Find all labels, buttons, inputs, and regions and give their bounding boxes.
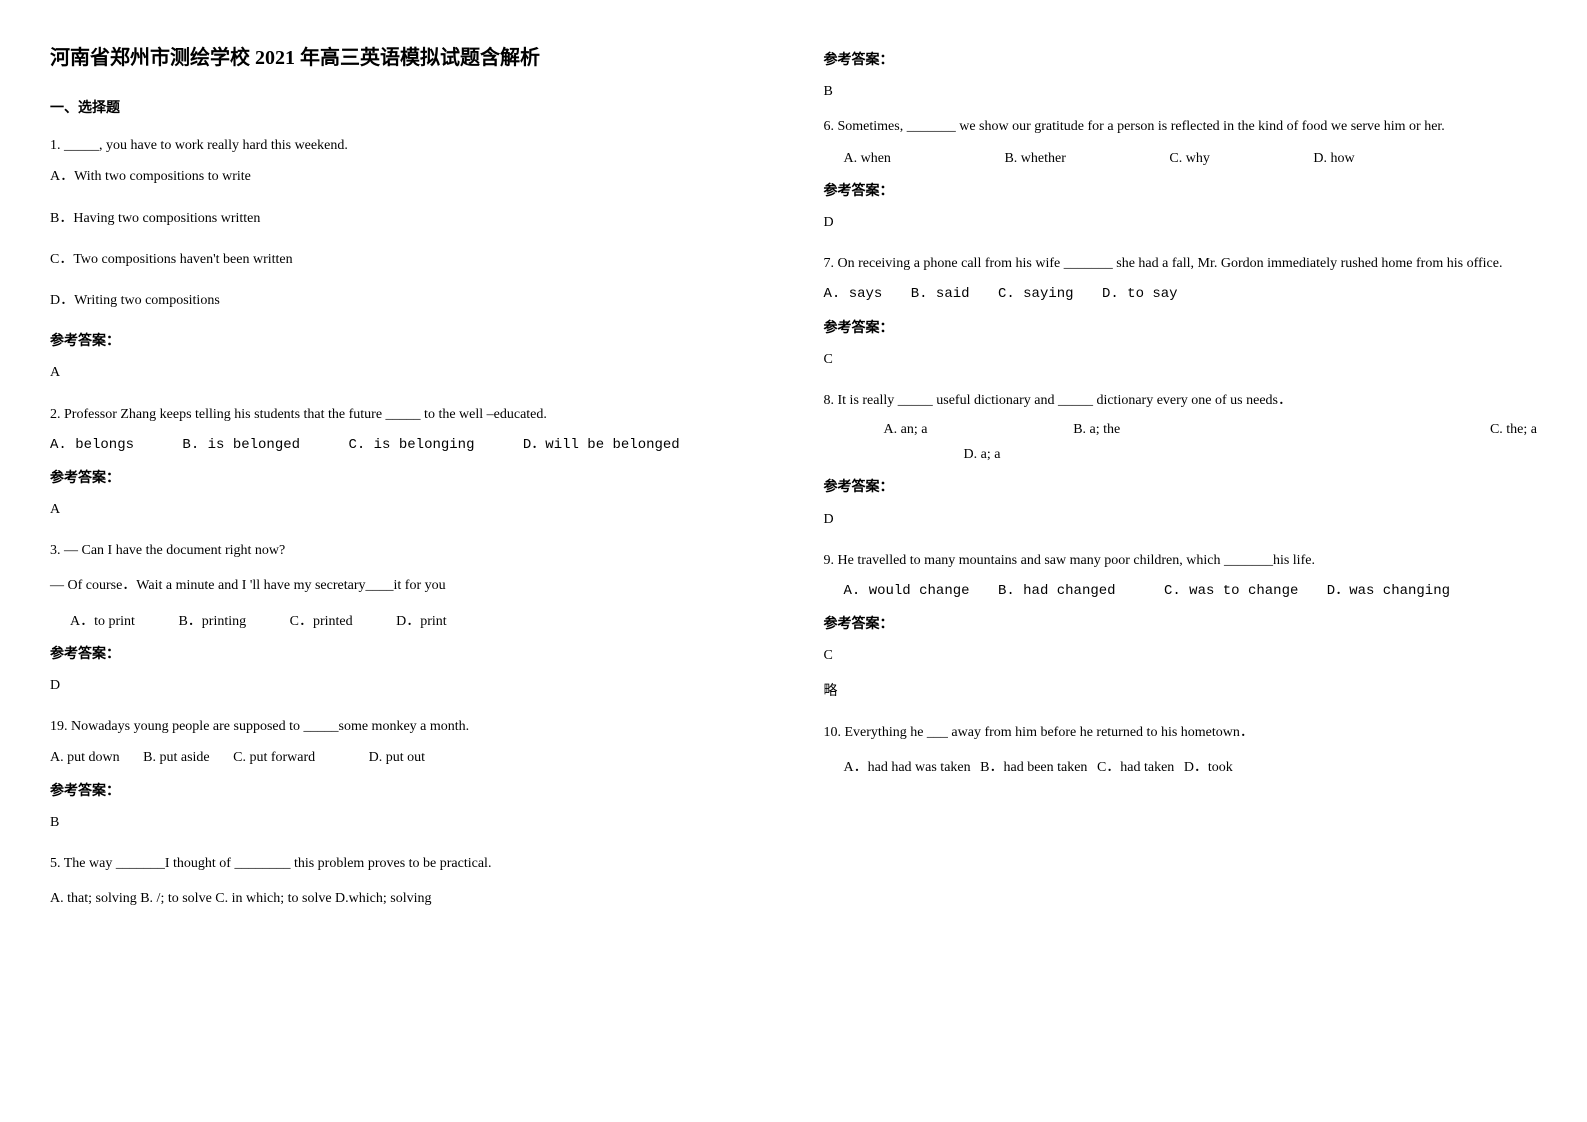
q2-options: A. belongs B. is belonged C. is belongin… [50,433,764,458]
question-8: 8. It is really _____ useful dictionary … [824,388,1538,532]
q8-text: 8. It is really _____ useful dictionary … [824,388,1538,413]
q9-options: A. would change B. had changed C. was to… [824,579,1538,604]
q4-optA: A. put down [50,745,120,770]
q5-opts: A. that; solving B. /; to solve C. in wh… [50,886,764,911]
q9-answer: C [824,643,1538,668]
q1-answer-label: 参考答案： [50,329,764,354]
q10-optB: B．had been taken [980,755,1087,780]
q9-optA: A. would change [844,579,970,604]
q1-options: A．With two compositions to write B．Havin… [50,164,764,313]
q1-text: 1. _____, you have to work really hard t… [50,133,764,158]
q4-optC: C. put forward [233,745,315,770]
q2-optC: C. is belonging [348,433,474,458]
q2-answer: A [50,497,764,522]
q4-answer: B [50,810,764,835]
q8-optA: A. an; a [824,417,1074,442]
q6-answer-label: 参考答案： [824,179,1538,204]
q1-optC: C．Two compositions haven't been written [50,247,764,272]
q8-options: A. an; a B. a; the C. the; a D. a; a [824,417,1538,467]
q7-text: 7. On receiving a phone call from his wi… [824,251,1538,276]
question-3: 3. — Can I have the document right now? … [50,538,764,698]
question-4: 19. Nowadays young people are supposed t… [50,714,764,835]
q1-answer: A [50,360,764,385]
q10-text: 10. Everything he ___ away from him befo… [824,720,1538,745]
question-10: 10. Everything he ___ away from him befo… [824,720,1538,780]
q3-optB: B．printing [178,609,246,634]
q10-options: A．had had was taken B．had been taken C．h… [824,755,1538,780]
q7-options: A. says B. said C. saying D. to say [824,282,1538,307]
q10-optD: D．took [1184,755,1233,780]
q9-text: 9. He travelled to many mountains and sa… [824,548,1538,573]
q9-optD: D．was changing [1327,579,1450,604]
q3-optA: A．to print [70,609,135,634]
q5-text: 5. The way _______I thought of ________ … [50,851,764,876]
q5-answer-label: 参考答案： [824,48,1538,73]
document-title: 河南省郑州市测绘学校 2021 年高三英语模拟试题含解析 [50,40,764,76]
q9-optC: C. was to change [1164,579,1298,604]
q3-line2: — Of course．Wait a minute and I 'll have… [50,573,764,598]
section-header: 一、选择题 [50,96,764,121]
q4-text: 19. Nowadays young people are supposed t… [50,714,764,739]
q3-options: A．to print B．printing C．printed D．print [50,609,764,634]
q9-answer-label: 参考答案： [824,612,1538,637]
q4-options: A. put down B. put aside C. put forward … [50,745,764,770]
q2-answer-label: 参考答案： [50,466,764,491]
q3-answer: D [50,673,764,698]
q6-options: A. when B. whether C. why D. how [824,146,1538,171]
q2-optA: A. belongs [50,433,134,458]
q2-optB: B. is belonged [182,433,300,458]
q6-optB: B. whether [1004,146,1065,171]
document-container: 河南省郑州市测绘学校 2021 年高三英语模拟试题含解析 一、选择题 1. __… [50,40,1537,927]
q7-optB: B. said [911,282,970,307]
q2-optD: D．will be belonged [523,433,680,458]
q7-optA: A. says [824,282,883,307]
q6-text: 6. Sometimes, _______ we show our gratit… [824,114,1538,139]
q8-optB: B. a; the [1073,417,1323,442]
q4-optB: B. put aside [143,745,210,770]
q1-optD: D．Writing two compositions [50,288,764,313]
q6-optC: C. why [1169,146,1209,171]
q8-optD: D. a; a [824,442,1538,467]
right-column: 参考答案： B 6. Sometimes, _______ we show ou… [824,40,1538,927]
q3-line1: 3. — Can I have the document right now? [50,538,764,563]
q1-optB: B．Having two compositions written [50,206,764,231]
q5-answer: B [824,79,1538,104]
question-7: 7. On receiving a phone call from his wi… [824,251,1538,372]
q9-extra: 略 [824,679,1538,704]
q7-optD: D. to say [1102,282,1178,307]
question-1: 1. _____, you have to work really hard t… [50,133,764,385]
q4-optD: D. put out [369,745,425,770]
question-9: 9. He travelled to many mountains and sa… [824,548,1538,704]
question-2: 2. Professor Zhang keeps telling his stu… [50,402,764,523]
q1-optA: A．With two compositions to write [50,164,764,189]
q2-text: 2. Professor Zhang keeps telling his stu… [50,402,764,427]
q4-answer-label: 参考答案： [50,779,764,804]
q7-optC: C. saying [998,282,1074,307]
left-column: 河南省郑州市测绘学校 2021 年高三英语模拟试题含解析 一、选择题 1. __… [50,40,764,927]
q3-optC: C．printed [290,609,353,634]
question-5: 5. The way _______I thought of ________ … [50,851,764,911]
q6-optD: D. how [1313,146,1354,171]
question-6: 6. Sometimes, _______ we show our gratit… [824,114,1538,235]
q3-optD: D．print [396,609,447,634]
q8-answer-label: 参考答案： [824,475,1538,500]
q7-answer: C [824,347,1538,372]
q3-answer-label: 参考答案： [50,642,764,667]
q7-answer-label: 参考答案： [824,316,1538,341]
q8-answer: D [824,507,1538,532]
q10-optC: C．had taken [1097,755,1174,780]
q9-optB: B. had changed [998,579,1116,604]
q8-optC: C. the; a [1323,417,1537,442]
q6-answer: D [824,210,1538,235]
q6-optA: A. when [844,146,891,171]
q10-optA: A．had had was taken [844,755,971,780]
